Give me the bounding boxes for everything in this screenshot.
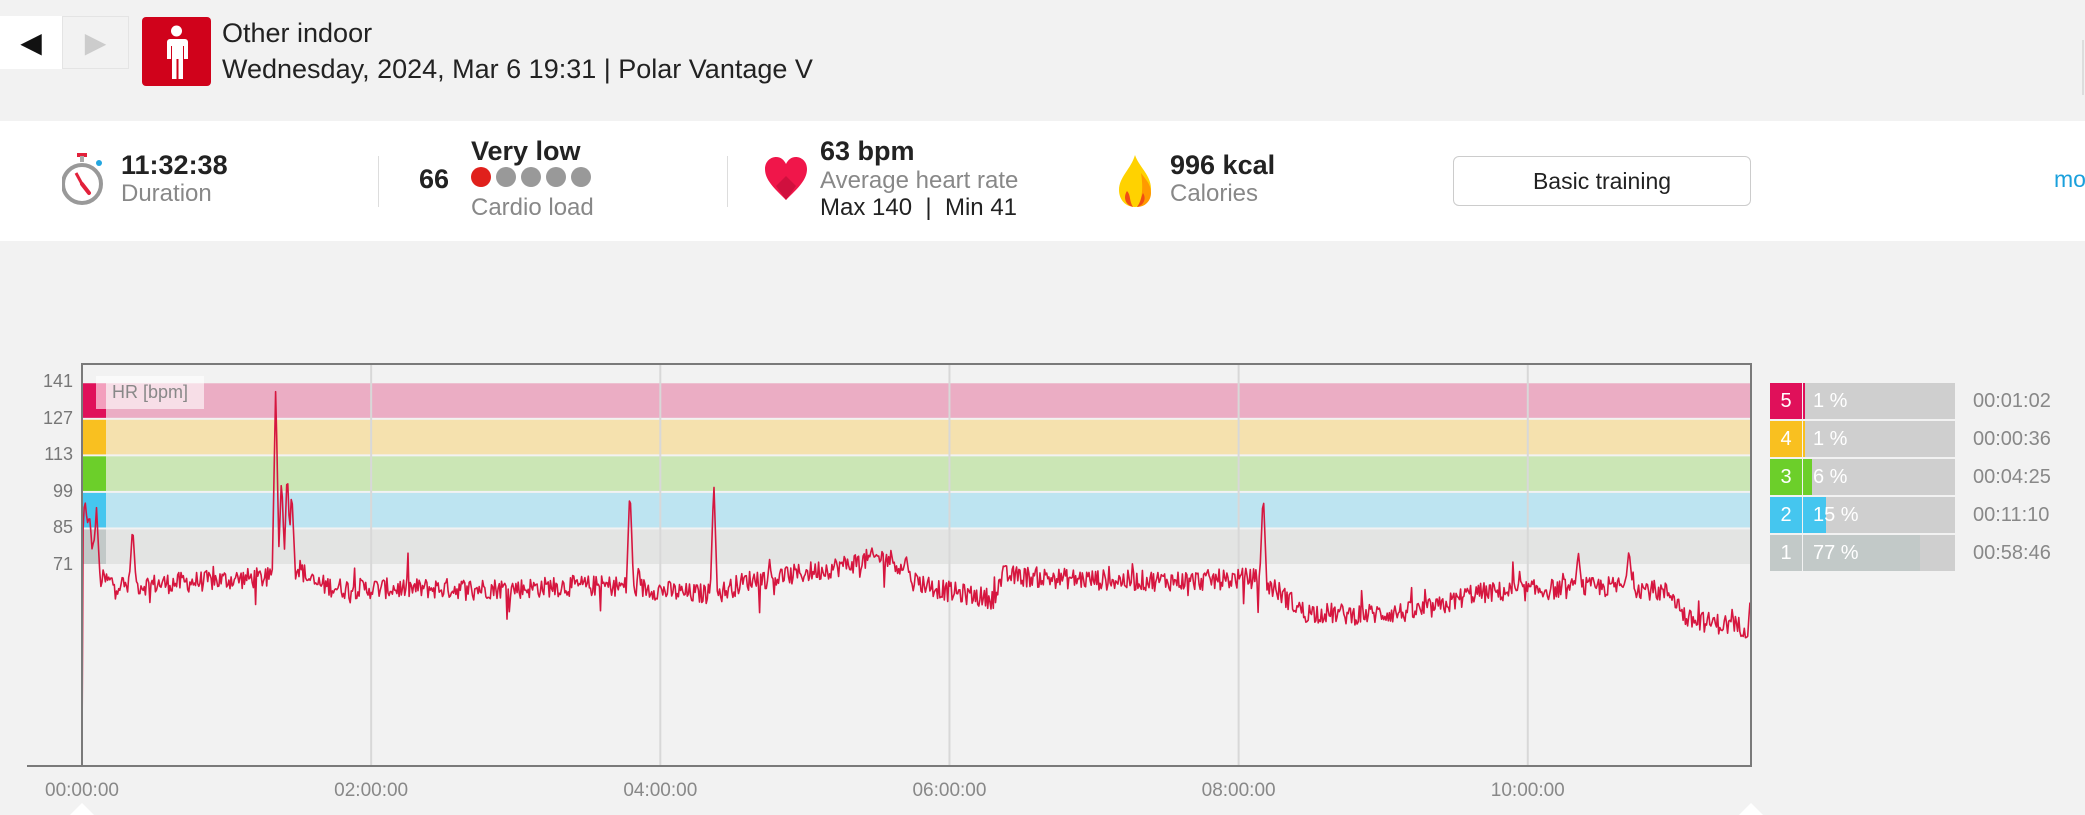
cardio-load-dots xyxy=(471,167,596,187)
range-start-handle xyxy=(70,803,94,815)
zone-marker-4 xyxy=(82,419,106,455)
zone-bar-fill xyxy=(1803,497,1826,533)
zone-band-3 xyxy=(82,456,1751,491)
x-tick-label: 00:00:00 xyxy=(45,780,119,801)
activity-subtitle: Wednesday, 2024, Mar 6 19:31 | Polar Van… xyxy=(222,54,813,84)
previous-button[interactable]: ◀ xyxy=(0,16,62,69)
zone-time: 00:01:02 xyxy=(1973,390,2051,412)
zone-percent: 77 % xyxy=(1813,542,1859,564)
zone-time: 00:00:36 xyxy=(1973,428,2051,450)
load-dot-filled xyxy=(471,167,491,187)
zone-number: 2 xyxy=(1770,497,1802,533)
y-tick-label: 141 xyxy=(42,371,73,392)
triangle-right-icon: ▶ xyxy=(84,27,107,58)
load-dot-empty xyxy=(571,167,591,187)
zone-marker-3 xyxy=(82,456,106,491)
triangle-left-icon: ◀ xyxy=(20,27,42,58)
flame-icon xyxy=(1119,155,1151,207)
divider xyxy=(378,156,379,207)
zone-bar: 77 % xyxy=(1803,535,1955,571)
range-end-handle xyxy=(1739,803,1763,815)
zone-bar: 6 % xyxy=(1803,459,1955,495)
zone-row-2: 2 15 % xyxy=(1770,497,1955,533)
x-tick-label: 02:00:00 xyxy=(334,780,409,801)
zone-bar: 15 % xyxy=(1803,497,1955,533)
avg-hr-value: 63 bpm xyxy=(820,136,915,166)
x-tick-label: 08:00:00 xyxy=(1201,780,1276,801)
x-tick-label: 10:00:00 xyxy=(1490,780,1565,801)
duration-value: 11:32:38 xyxy=(121,150,228,180)
load-dot-empty xyxy=(496,167,516,187)
x-tick-label: 06:00:00 xyxy=(912,780,987,801)
zone-bar-fill xyxy=(1803,535,1921,571)
load-dot-empty xyxy=(546,167,566,187)
zone-percent: 6 % xyxy=(1813,466,1848,488)
cardio-load-value: 66 xyxy=(419,164,450,194)
zone-bar: 1 % xyxy=(1803,383,1955,419)
zone-band-4 xyxy=(82,419,1751,455)
zone-percent: 1 % xyxy=(1813,390,1848,412)
activity-title: Other indoor xyxy=(222,18,373,48)
zone-bar-fill xyxy=(1803,459,1813,495)
zone-bar: 1 % xyxy=(1803,421,1955,457)
y-tick-label: 71 xyxy=(52,554,73,574)
zone-percent: 1 % xyxy=(1813,428,1848,450)
zone-row-3: 3 6 % xyxy=(1770,459,1955,495)
stopwatch-icon xyxy=(62,153,103,205)
heart-icon xyxy=(765,157,807,200)
zone-number: 4 xyxy=(1770,421,1802,457)
cardio-load-level: Very low xyxy=(471,136,581,166)
zone-time: 00:04:25 xyxy=(1973,466,2051,488)
person-icon xyxy=(167,25,188,79)
hr-min: Min 41 xyxy=(944,194,1018,221)
calories-value: 996 kcal xyxy=(1170,150,1276,180)
y-tick-label: 85 xyxy=(52,517,73,538)
chart-title: HR [bpm] xyxy=(96,376,204,409)
x-tick-label: 04:00:00 xyxy=(623,780,698,801)
y-tick-label: 113 xyxy=(44,444,73,465)
cardio-load-label: Cardio load xyxy=(471,194,594,221)
zone-time: 00:11:10 xyxy=(1973,504,2050,526)
duration-label: Duration xyxy=(121,180,212,207)
zone-row-5: 5 1 % xyxy=(1770,383,1955,419)
zone-band-1 xyxy=(82,529,1751,564)
hr-max: Max 140 xyxy=(820,194,913,221)
zone-row-4: 4 1 % xyxy=(1770,421,1955,457)
hr-line xyxy=(81,390,1752,751)
hr-max-min: Max 140 | Min 41 xyxy=(820,194,1017,222)
divider xyxy=(727,156,728,207)
hr-separator: | xyxy=(925,194,932,221)
load-dot-empty xyxy=(521,167,541,187)
zone-row-1: 1 77 % xyxy=(1770,535,1955,571)
y-tick-label: 127 xyxy=(42,407,73,428)
zone-band-2 xyxy=(82,492,1751,528)
next-button[interactable]: ▶ xyxy=(62,16,129,69)
calories-label: Calories xyxy=(1170,180,1259,207)
zone-number: 1 xyxy=(1770,535,1802,571)
sport-icon xyxy=(142,17,211,86)
zone-time: 00:58:46 xyxy=(1973,542,2051,564)
zone-number: 3 xyxy=(1770,459,1802,495)
zone-number: 5 xyxy=(1770,383,1802,419)
zone-percent: 15 % xyxy=(1813,504,1859,526)
y-tick-label: 99 xyxy=(52,480,73,501)
more-link[interactable]: mo xyxy=(2054,166,2085,192)
basic-training-button[interactable]: Basic training xyxy=(1453,156,1751,206)
scroll-edge xyxy=(2082,40,2084,95)
avg-hr-label: Average heart rate xyxy=(820,167,1019,194)
zone-bar-fill xyxy=(1803,421,1805,457)
zone-bar-fill xyxy=(1803,383,1805,419)
zone-band-5 xyxy=(82,383,1751,418)
